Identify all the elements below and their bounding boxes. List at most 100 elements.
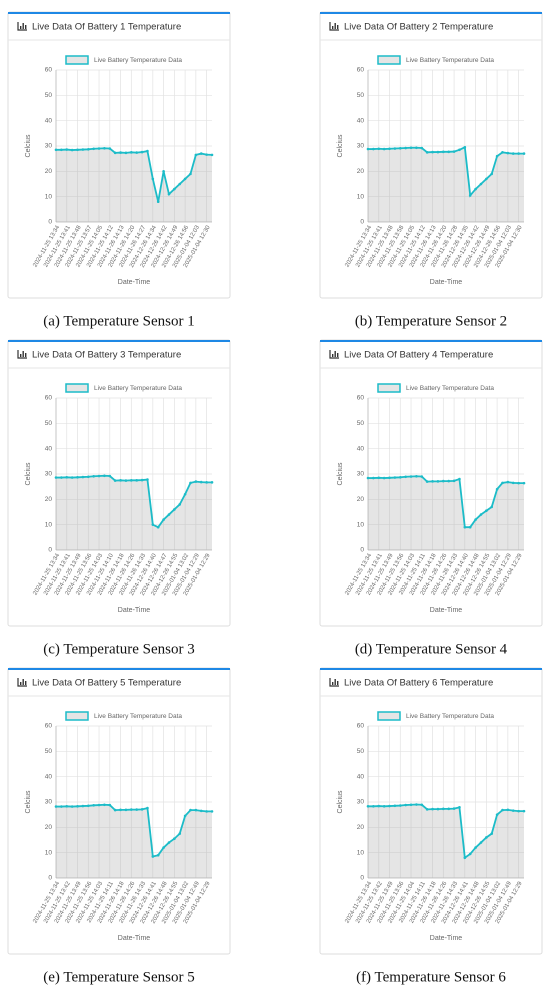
chart-title: Live Data Of Battery 6 Temperature (344, 678, 493, 689)
point (420, 146, 424, 150)
x-axis-label: Date-Time (430, 279, 463, 286)
point (485, 509, 488, 513)
chart-icon (17, 350, 27, 359)
y-tick-label: 60 (45, 723, 53, 730)
legend-label: Live Battery Temperature Data (406, 713, 494, 720)
point (452, 807, 456, 810)
point (119, 151, 122, 154)
icon-bar (334, 679, 336, 685)
point (447, 807, 450, 811)
y-axis-label: Celcius (337, 790, 344, 813)
y-tick-label: 20 (45, 168, 53, 175)
point (162, 846, 165, 849)
point (517, 481, 520, 485)
panel-top-border (320, 12, 542, 14)
point (156, 525, 160, 529)
icon-bar (20, 354, 22, 357)
point (167, 192, 171, 196)
point (108, 803, 112, 807)
point (366, 805, 370, 808)
point (474, 187, 477, 191)
point (506, 151, 510, 155)
icon-bar (25, 353, 27, 357)
point (409, 146, 413, 150)
y-tick-label: 10 (45, 849, 53, 856)
caption: (e) Temperature Sensor 5 (43, 969, 195, 985)
legend-swatch (65, 383, 89, 393)
x-axis-label: Date-Time (430, 935, 463, 942)
icon-bar (22, 351, 24, 357)
point (404, 803, 407, 807)
caption: (c) Temperature Sensor 3 (43, 641, 195, 657)
point (458, 806, 461, 809)
icon-axis (17, 350, 27, 359)
point (366, 476, 370, 480)
y-tick-label: 40 (45, 117, 53, 124)
point (194, 153, 198, 157)
point (420, 803, 424, 807)
chart-icon (17, 678, 27, 687)
point (377, 804, 381, 808)
point (86, 804, 90, 808)
point (522, 481, 526, 485)
point (436, 807, 440, 811)
point (442, 807, 445, 811)
point (425, 480, 429, 483)
caption: (b) Temperature Sensor 2 (355, 313, 507, 329)
point (490, 832, 494, 835)
panel-top-border (8, 668, 230, 670)
point (479, 841, 483, 844)
point (151, 855, 155, 858)
chart-panel: Live Data Of Battery 5 Temperature Live B… (7, 667, 231, 955)
point (398, 146, 402, 150)
point (103, 146, 106, 150)
point (162, 170, 165, 173)
y-tick-label: 10 (357, 521, 365, 528)
point (495, 154, 499, 158)
y-tick-label: 20 (357, 168, 365, 175)
point (173, 187, 176, 191)
caption: (a) Temperature Sensor 1 (43, 313, 195, 329)
x-axis-label: Date-Time (118, 279, 151, 286)
point (60, 148, 63, 152)
point (452, 479, 456, 483)
y-tick-label: 60 (357, 67, 365, 74)
point (377, 476, 381, 480)
point (436, 480, 440, 483)
point (146, 478, 149, 481)
point (452, 150, 456, 153)
point (210, 153, 214, 157)
point (485, 836, 488, 839)
point (366, 147, 370, 151)
point (189, 172, 192, 176)
point (189, 808, 192, 812)
y-axis-label: Celcius (337, 134, 344, 157)
point (65, 148, 69, 151)
point (194, 480, 198, 483)
chart-panel: Live Data Of Battery 6 Temperature Live B… (319, 667, 543, 955)
point (511, 809, 515, 812)
icon-bar (337, 353, 339, 357)
point (463, 145, 467, 149)
y-tick-label: 50 (45, 420, 53, 427)
point (447, 150, 450, 154)
point (377, 147, 381, 151)
y-tick-label: 60 (357, 723, 365, 730)
point (178, 503, 182, 506)
legend-label: Live Battery Temperature Data (406, 57, 494, 64)
point (501, 151, 504, 154)
point (468, 194, 472, 197)
point (425, 151, 429, 154)
point (388, 476, 391, 480)
point (463, 856, 467, 860)
y-axis-label: Celcius (25, 462, 32, 485)
point (398, 804, 402, 807)
point (495, 487, 499, 491)
point (479, 182, 483, 186)
y-tick-label: 50 (357, 420, 365, 427)
point (517, 809, 520, 813)
y-tick-label: 50 (45, 92, 53, 99)
point (97, 803, 101, 807)
point (479, 513, 483, 516)
icon-bar (25, 25, 27, 29)
